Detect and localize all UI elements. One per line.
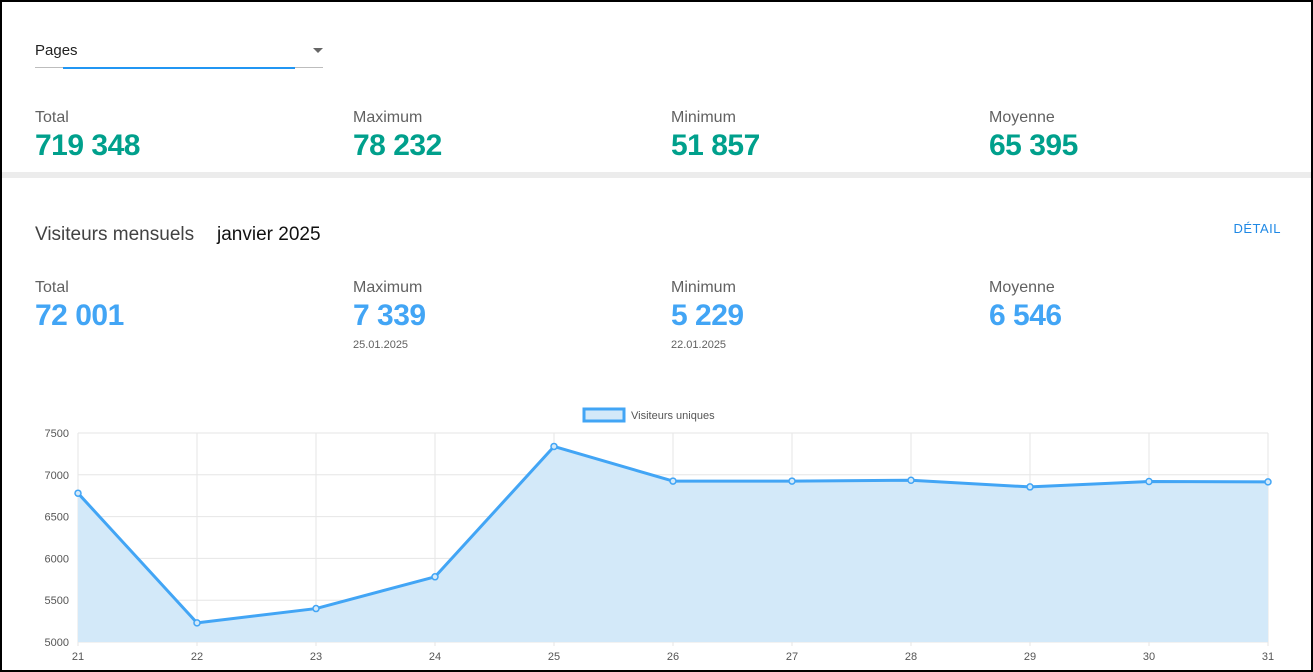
data-point <box>312 604 320 613</box>
monthly-average-label: Moyenne <box>989 279 1055 296</box>
monthly-maximum: Maximum 7 339 25.01.2025 <box>353 279 426 351</box>
metric-select-value: Pages <box>35 42 78 59</box>
data-point <box>1264 478 1272 486</box>
legend-swatch <box>582 407 626 423</box>
detail-button[interactable]: DÉTAIL <box>1233 221 1281 236</box>
summary-average-label: Moyenne <box>989 109 1055 126</box>
visitors-chart-container: 5000 5500 6000 6500 7000 7500 21 22 23 24 25 26 27 28… <box>2 400 1311 670</box>
monthly-total-label: Total <box>35 279 69 296</box>
data-point <box>1026 483 1034 491</box>
x-tick-label: 21 <box>72 651 84 663</box>
monthly-maximum-date: 25.01.2025 <box>353 339 409 351</box>
y-tick-label: 7000 <box>45 470 69 482</box>
summary-minimum-value: 51 857 <box>671 129 760 162</box>
x-tick-label: 22 <box>191 651 203 663</box>
data-point <box>74 489 82 497</box>
y-tick-label: 5500 <box>45 595 69 607</box>
y-tick-label: 6500 <box>45 512 69 524</box>
monthly-period: janvier 2025 <box>217 224 321 245</box>
y-tick-label: 5000 <box>45 637 69 649</box>
data-point <box>550 442 558 451</box>
legend-label: Visiteurs uniques <box>631 410 715 422</box>
monthly-minimum-label: Minimum <box>671 279 736 296</box>
x-tick-label: 29 <box>1024 651 1036 663</box>
summary-minimum: Minimum 51 857 <box>671 109 760 163</box>
data-point <box>431 573 439 581</box>
summary-total-value: 719 348 <box>35 129 140 162</box>
data-point <box>1145 477 1153 486</box>
summary-maximum: Maximum 78 232 <box>353 109 442 163</box>
select-focus-line <box>63 67 295 69</box>
data-point <box>788 477 796 485</box>
dropdown-arrow-icon[interactable] <box>313 48 323 53</box>
monthly-average: Moyenne 6 546 <box>989 279 1062 333</box>
x-tick-label: 23 <box>310 651 322 663</box>
data-point <box>193 619 201 627</box>
y-tick-label: 7500 <box>45 428 69 440</box>
x-tick-label: 28 <box>905 651 917 663</box>
x-tick-label: 27 <box>786 651 798 663</box>
summary-total-label: Total <box>35 109 69 126</box>
summary-maximum-label: Maximum <box>353 109 423 126</box>
summary-minimum-label: Minimum <box>671 109 736 126</box>
x-tick-label: 26 <box>667 651 679 663</box>
metric-select[interactable]: Pages <box>35 30 323 69</box>
monthly-average-value: 6 546 <box>989 299 1062 332</box>
y-tick-label: 6000 <box>45 553 69 565</box>
section-divider <box>2 172 1311 178</box>
data-point <box>907 476 915 484</box>
monthly-maximum-label: Maximum <box>353 279 423 296</box>
x-tick-label: 30 <box>1143 651 1155 663</box>
summary-maximum-value: 78 232 <box>353 129 442 162</box>
monthly-total-value: 72 001 <box>35 299 124 332</box>
monthly-minimum-value: 5 229 <box>671 299 744 332</box>
monthly-maximum-value: 7 339 <box>353 299 426 332</box>
summary-total: Total 719 348 <box>35 109 140 163</box>
monthly-minimum-date: 22.01.2025 <box>671 339 727 351</box>
monthly-minimum: Minimum 5 229 22.01.2025 <box>671 279 744 351</box>
summary-average-value: 65 395 <box>989 129 1078 162</box>
visitors-chart: 5000 5500 6000 6500 7000 7500 21 22 23 24 25 26 27 28… <box>45 407 1274 663</box>
data-point <box>669 477 677 485</box>
x-tick-label: 24 <box>429 651 441 663</box>
x-tick-label: 25 <box>548 651 560 663</box>
summary-average: Moyenne 65 395 <box>989 109 1078 163</box>
monthly-section-title: Visiteurs mensuels <box>35 224 195 245</box>
monthly-total: Total 72 001 <box>35 279 124 333</box>
x-tick-label: 31 <box>1262 651 1274 663</box>
